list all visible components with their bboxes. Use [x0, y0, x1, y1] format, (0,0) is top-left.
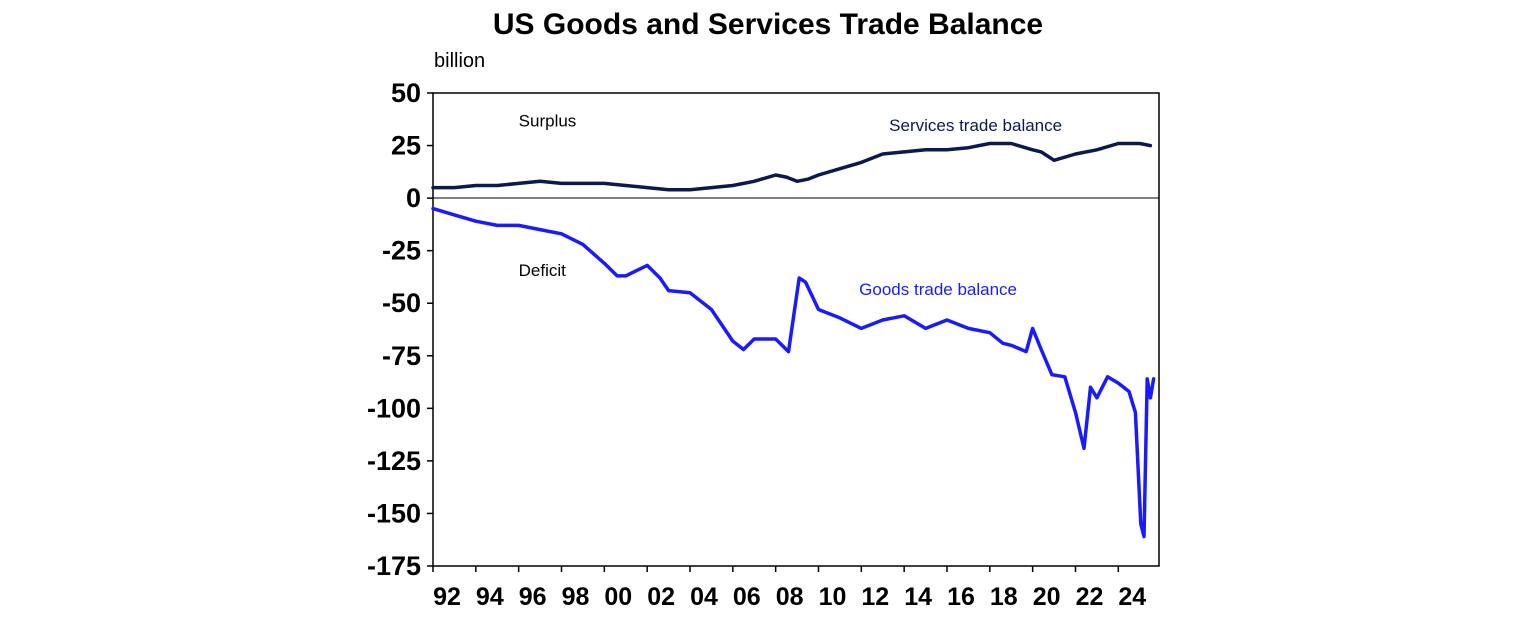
x-tick-label: 04: [690, 583, 718, 611]
x-tick-label: 02: [647, 583, 675, 611]
y-axis-ticks: 50 25 0 -25 -50 -75 -100 -125 -150 -175: [367, 78, 433, 581]
x-tick-label: 06: [733, 583, 761, 611]
x-tick-label: 96: [519, 583, 547, 611]
annotation-deficit: Deficit: [519, 261, 567, 280]
y-axis-unit-label: billion: [434, 50, 485, 72]
x-tick-label: 22: [1076, 583, 1104, 611]
x-tick-label: 24: [1118, 583, 1146, 611]
y-tick-label: -25: [382, 236, 421, 266]
y-tick-label: -150: [367, 498, 421, 528]
x-tick-label: 10: [819, 583, 847, 611]
x-tick-label: 14: [904, 583, 932, 611]
x-tick-label: 92: [433, 583, 461, 611]
plot-frame: [432, 92, 1160, 567]
y-tick-label: 25: [391, 131, 421, 161]
y-tick-label: -125: [367, 446, 421, 476]
x-tick-label: 20: [1033, 583, 1061, 611]
x-tick-label: 08: [776, 583, 804, 611]
y-tick-label: -100: [367, 393, 421, 423]
y-tick-label: -175: [367, 551, 421, 581]
x-tick-label: 00: [604, 583, 632, 611]
annotations: Surplus Deficit Services trade balance Good…: [519, 112, 1062, 299]
annotation-surplus: Surplus: [519, 112, 577, 131]
x-tick-label: 12: [861, 583, 889, 611]
chart-title: US Goods and Services Trade Balance: [492, 8, 1044, 41]
y-tick-label: 0: [406, 183, 421, 213]
services-trade-balance-line: [431, 141, 1153, 192]
goods-trade-balance-line: [431, 206, 1156, 539]
x-axis-ticks: 92 94 96 98 00 02 04 06 08 10 12 14 16 18 20 22 24: [432, 566, 1146, 611]
y-tick-label: -50: [382, 288, 421, 318]
x-tick-label: 94: [476, 583, 504, 611]
x-tick-label: 16: [947, 583, 975, 611]
series-lines: [431, 141, 1156, 539]
annotation-services-trade-balance: Services trade balance: [889, 116, 1062, 135]
annotation-goods-trade-balance: Goods trade balance: [859, 280, 1017, 299]
y-tick-label: 50: [391, 78, 421, 108]
x-tick-label: 18: [990, 583, 1018, 611]
x-tick-label: 98: [562, 583, 590, 611]
y-tick-label: -75: [382, 341, 421, 371]
